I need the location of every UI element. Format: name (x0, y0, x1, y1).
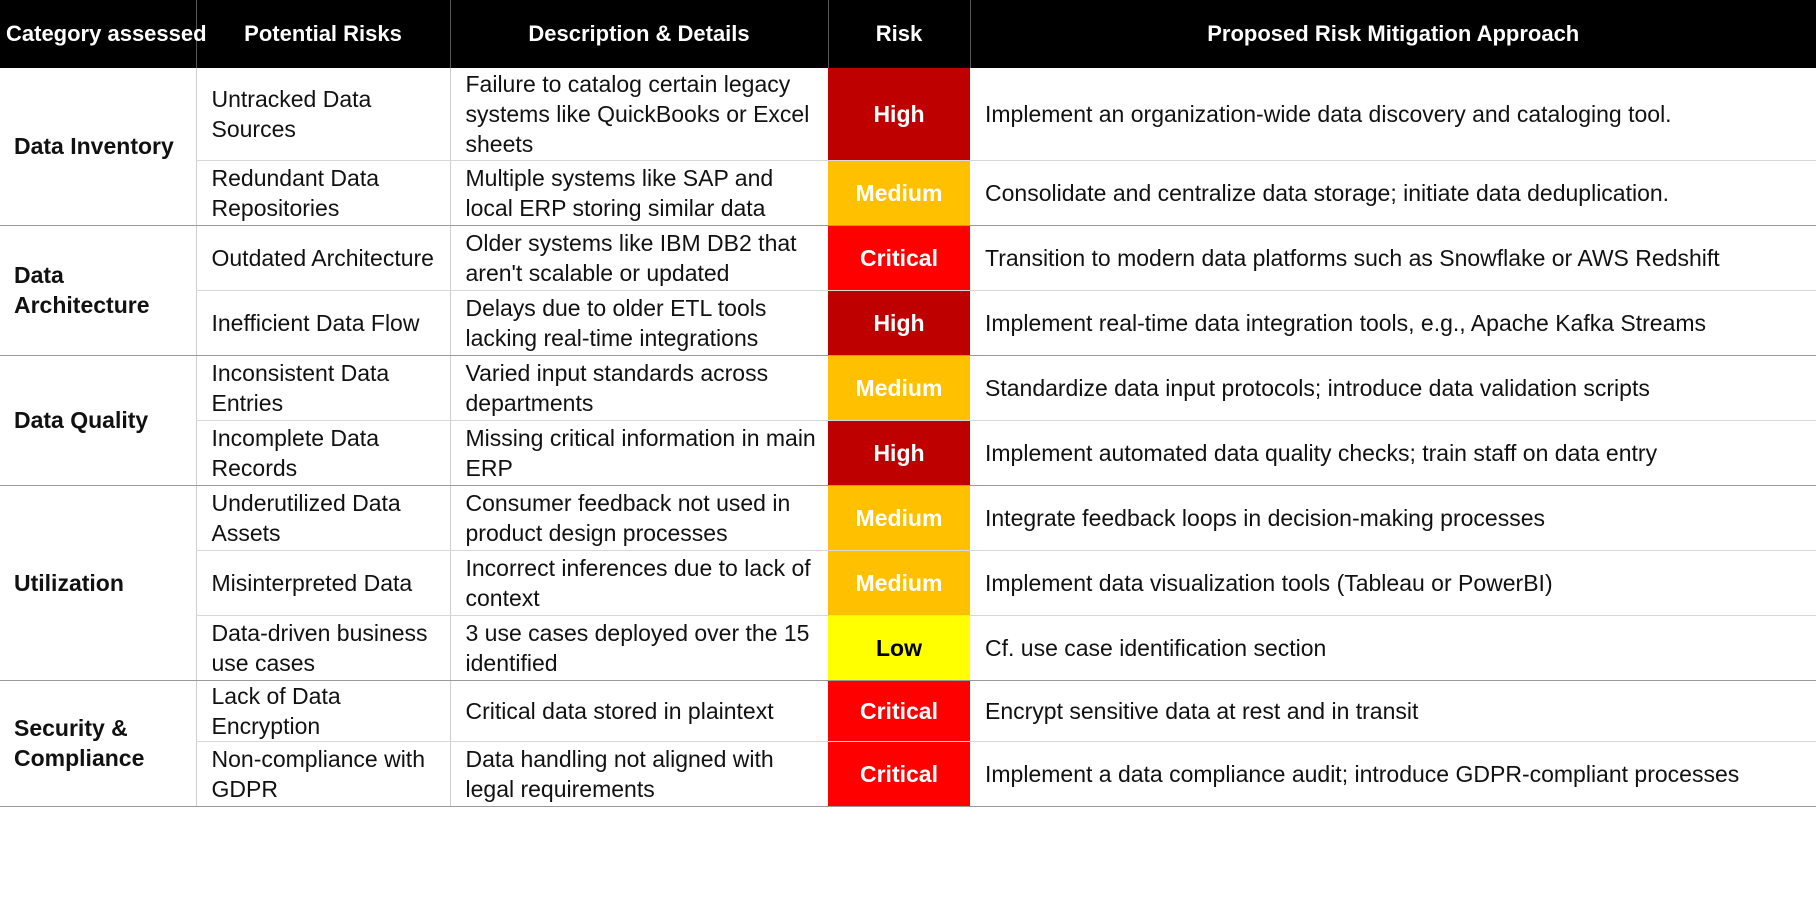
mitigation-cell: Integrate feedback loops in decision-mak… (970, 485, 1816, 551)
risk-level-badge: Low (828, 615, 970, 681)
potential-risk-cell: Inconsistent Data Entries (195, 355, 450, 421)
table-row: Utilization Underutilized Data Assets Cons… (0, 485, 1816, 681)
header-risk-level: Risk (827, 0, 970, 68)
table-row: Non-compliance with GDPR Data handling no… (0, 741, 1816, 807)
potential-risk-cell: Underutilized Data Assets (195, 485, 450, 551)
potential-risk-cell: Incomplete Data Records (195, 420, 450, 486)
description-cell: Older systems like IBM DB2 that aren't s… (449, 225, 828, 291)
risk-level-badge: Medium (828, 550, 970, 616)
mitigation-cell: Encrypt sensitive data at rest and in tr… (970, 680, 1816, 742)
table-row: Data Architecture Outdated Architecture Ol… (0, 225, 1816, 356)
risk-level-badge: High (828, 420, 970, 486)
table-row: Data-driven business use cases 3 use case… (0, 615, 1816, 681)
risk-level-badge: High (828, 290, 970, 356)
description-cell: 3 use cases deployed over the 15 identif… (449, 615, 828, 681)
description-cell: Multiple systems like SAP and local ERP … (449, 160, 828, 226)
table-header: Category assessed Potential Risks Descri… (0, 0, 1816, 68)
potential-risk-cell: Lack of Data Encryption (195, 680, 450, 742)
description-cell: Consumer feedback not used in product de… (449, 485, 828, 551)
category-cell: Utilization (0, 485, 196, 681)
mitigation-cell: Standardize data input protocols; introd… (970, 355, 1816, 421)
table-row: Incomplete Data Records Missing critical … (0, 420, 1816, 486)
mitigation-cell: Implement an organization-wide data disc… (970, 68, 1816, 161)
risk-level-badge: Critical (828, 680, 970, 742)
potential-risk-cell: Non-compliance with GDPR (195, 741, 450, 807)
mitigation-cell: Implement data visualization tools (Tabl… (970, 550, 1816, 616)
table-row: Redundant Data Repositories Multiple syst… (0, 160, 1816, 226)
mitigation-cell: Implement real-time data integration too… (970, 290, 1816, 356)
risk-level-badge: Medium (828, 485, 970, 551)
table-row: Inefficient Data Flow Delays due to older… (0, 290, 1816, 356)
header-row: Category assessed Potential Risks Descri… (0, 0, 1816, 68)
potential-risk-cell: Outdated Architecture (195, 225, 450, 291)
potential-risk-cell: Misinterpreted Data (195, 550, 450, 616)
potential-risk-cell: Untracked Data Sources (195, 68, 450, 161)
category-cell: Data Architecture (0, 225, 196, 356)
category-cell: Security & Compliance (0, 680, 196, 807)
risk-level-badge: Medium (828, 355, 970, 421)
description-cell: Missing critical information in main ERP (449, 420, 828, 486)
header-potential-risks: Potential Risks (195, 0, 450, 68)
header-category: Category assessed (0, 0, 207, 68)
table-row: Security & Compliance Lack of Data Encryp… (0, 680, 1816, 807)
risk-level-badge: Medium (828, 160, 970, 226)
table-row: Misinterpreted Data Incorrect inferences … (0, 550, 1816, 616)
potential-risk-cell: Inefficient Data Flow (195, 290, 450, 356)
mitigation-cell: Cf. use case identification section (970, 615, 1816, 681)
table-row: Data Quality Inconsistent Data Entries Var… (0, 355, 1816, 486)
description-cell: Varied input standards across department… (449, 355, 828, 421)
risk-assessment-table: Category assessed Potential Risks Descri… (0, 0, 1816, 807)
header-description: Description & Details (449, 0, 828, 68)
table-body: Data Inventory Untracked Data Sources Fail… (0, 68, 1816, 807)
description-cell: Delays due to older ETL tools lacking re… (449, 290, 828, 356)
description-cell: Data handling not aligned with legal req… (449, 741, 828, 807)
description-cell: Critical data stored in plaintext (449, 680, 828, 742)
category-cell: Data Quality (0, 355, 196, 486)
table-row: Data Inventory Untracked Data Sources Fail… (0, 68, 1816, 226)
header-mitigation: Proposed Risk Mitigation Approach (969, 0, 1816, 68)
mitigation-cell: Transition to modern data platforms such… (970, 225, 1816, 291)
mitigation-cell: Implement automated data quality checks;… (970, 420, 1816, 486)
risk-level-badge: Critical (828, 741, 970, 807)
category-cell: Data Inventory (0, 68, 196, 226)
potential-risk-cell: Data-driven business use cases (195, 615, 450, 681)
mitigation-cell: Consolidate and centralize data storage;… (970, 160, 1816, 226)
description-cell: Incorrect inferences due to lack of cont… (449, 550, 828, 616)
mitigation-cell: Implement a data compliance audit; intro… (970, 741, 1816, 807)
risk-level-badge: High (828, 68, 970, 161)
risk-level-badge: Critical (828, 225, 970, 291)
potential-risk-cell: Redundant Data Repositories (195, 160, 450, 226)
description-cell: Failure to catalog certain legacy system… (449, 68, 828, 161)
